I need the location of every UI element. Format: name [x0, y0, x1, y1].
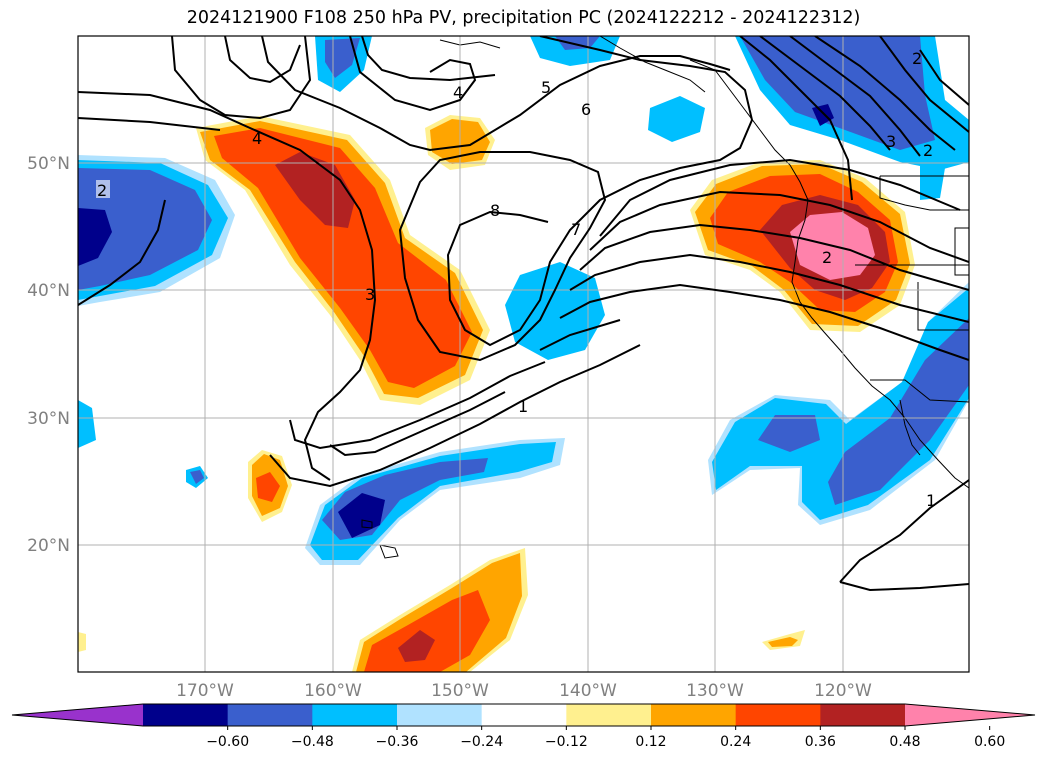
neg-blob-central — [505, 262, 605, 360]
contour-label: 1 — [518, 397, 528, 416]
pv-contour — [349, 36, 477, 112]
pv-contour — [78, 199, 166, 306]
pv-contour — [361, 36, 496, 82]
pv-contour — [224, 36, 301, 84]
pv-contour — [759, 36, 891, 151]
colorbar-extend-high — [905, 704, 1035, 726]
colorbar-swatch — [566, 704, 652, 726]
map-title: 2024121900 F108 250 hPa PV, precipitatio… — [186, 8, 861, 28]
lon-label: 120°W — [814, 681, 872, 701]
contour-label: 4 — [453, 83, 463, 102]
colorbar-tick-label: −0.36 — [376, 734, 419, 750]
colorbar-swatch — [397, 704, 483, 726]
pv-contour — [579, 223, 969, 291]
lon-label: 170°W — [176, 681, 234, 701]
contour-label: 6 — [581, 100, 591, 119]
lon-label: 160°W — [304, 681, 362, 701]
colorbar-extend-low — [12, 704, 143, 726]
pv-contour — [789, 36, 921, 157]
colorbar: −0.60 −0.48 −0.36 −0.24 −0.12 0.12 0.24 0.36 0.4… — [11, 703, 1036, 750]
pv-contour — [171, 36, 312, 120]
colorbar-swatch — [820, 704, 906, 726]
colorbar-outline — [11, 703, 1036, 727]
pv-contour — [289, 361, 546, 450]
lat-label: 20°N — [27, 536, 70, 556]
contour-label: 2 — [97, 181, 107, 200]
pv-contour — [78, 91, 377, 481]
colorbar-swatch — [481, 704, 567, 726]
colorbar-swatch — [651, 704, 737, 726]
colorbar-tick-label: −0.12 — [545, 734, 588, 750]
map-frame — [77, 35, 970, 673]
pv-contour — [879, 36, 969, 133]
lon-label: 150°W — [431, 681, 489, 701]
contour-label: 7 — [571, 220, 581, 239]
contour-label: 5 — [541, 78, 551, 97]
contour-label: 2 — [822, 248, 832, 267]
pv-contour — [446, 36, 754, 347]
lon-label: 130°W — [686, 681, 744, 701]
pv-contour — [589, 190, 969, 263]
pv-contours — [78, 36, 969, 592]
pv-contour — [739, 36, 853, 201]
contour-label: 2 — [912, 49, 922, 68]
colorbar-swatch — [312, 704, 398, 726]
colorbar-swatch — [143, 704, 229, 726]
pv-contour-labels: 2 4 5 6 4 8 7 3 1 2 3 2 1 2 — [96, 49, 936, 510]
lat-label: 30°N — [27, 409, 70, 429]
colorbar-swatch — [735, 704, 821, 726]
pv-contour — [329, 391, 506, 457]
lon-label: 140°W — [559, 681, 617, 701]
colorbar-tick-label: 0.36 — [805, 734, 836, 750]
map-area: 2 4 5 6 4 8 7 3 1 2 3 2 1 2 — [78, 36, 969, 672]
lat-label: 50°N — [27, 154, 70, 174]
contour-label: 8 — [490, 201, 500, 220]
pv-contour — [539, 319, 621, 351]
pv-contour — [919, 49, 969, 106]
pv-contour — [398, 151, 607, 362]
gridlines — [78, 36, 969, 672]
colorbar-tick-label: −0.60 — [206, 734, 249, 750]
positive-precip-shading — [78, 115, 915, 672]
colorbar-tick-label: −0.48 — [291, 734, 334, 750]
contour-label: 3 — [365, 285, 375, 304]
lat-label: 40°N — [27, 281, 70, 301]
colorbar-swatch — [227, 704, 313, 726]
colorbar-tick-label: 0.60 — [974, 734, 1005, 750]
colorbar-tick-label: 0.24 — [720, 734, 751, 750]
pv-contour — [261, 36, 731, 152]
lat-labels: 50°N 40°N 30°N 20°N — [27, 154, 70, 556]
contour-label: 2 — [923, 141, 933, 160]
contour-label: 3 — [886, 132, 896, 151]
pv-contour — [839, 581, 969, 592]
pv-contour — [269, 344, 641, 488]
pv-contour — [814, 36, 956, 151]
pv-contour — [559, 283, 969, 361]
contour-label: 1 — [926, 491, 936, 510]
pv-contour — [78, 117, 221, 131]
colorbar-tick-label: 0.12 — [635, 734, 666, 750]
colorbar-tick-label: −0.24 — [460, 734, 503, 750]
contour-label: 4 — [252, 129, 262, 148]
lon-labels: 170°W 160°W 150°W 140°W 130°W 120°W — [176, 681, 872, 701]
colorbar-tick-label: 0.48 — [889, 734, 920, 750]
pv-contour — [839, 479, 969, 583]
pv-contour — [569, 253, 969, 323]
pv-contour — [599, 158, 961, 237]
